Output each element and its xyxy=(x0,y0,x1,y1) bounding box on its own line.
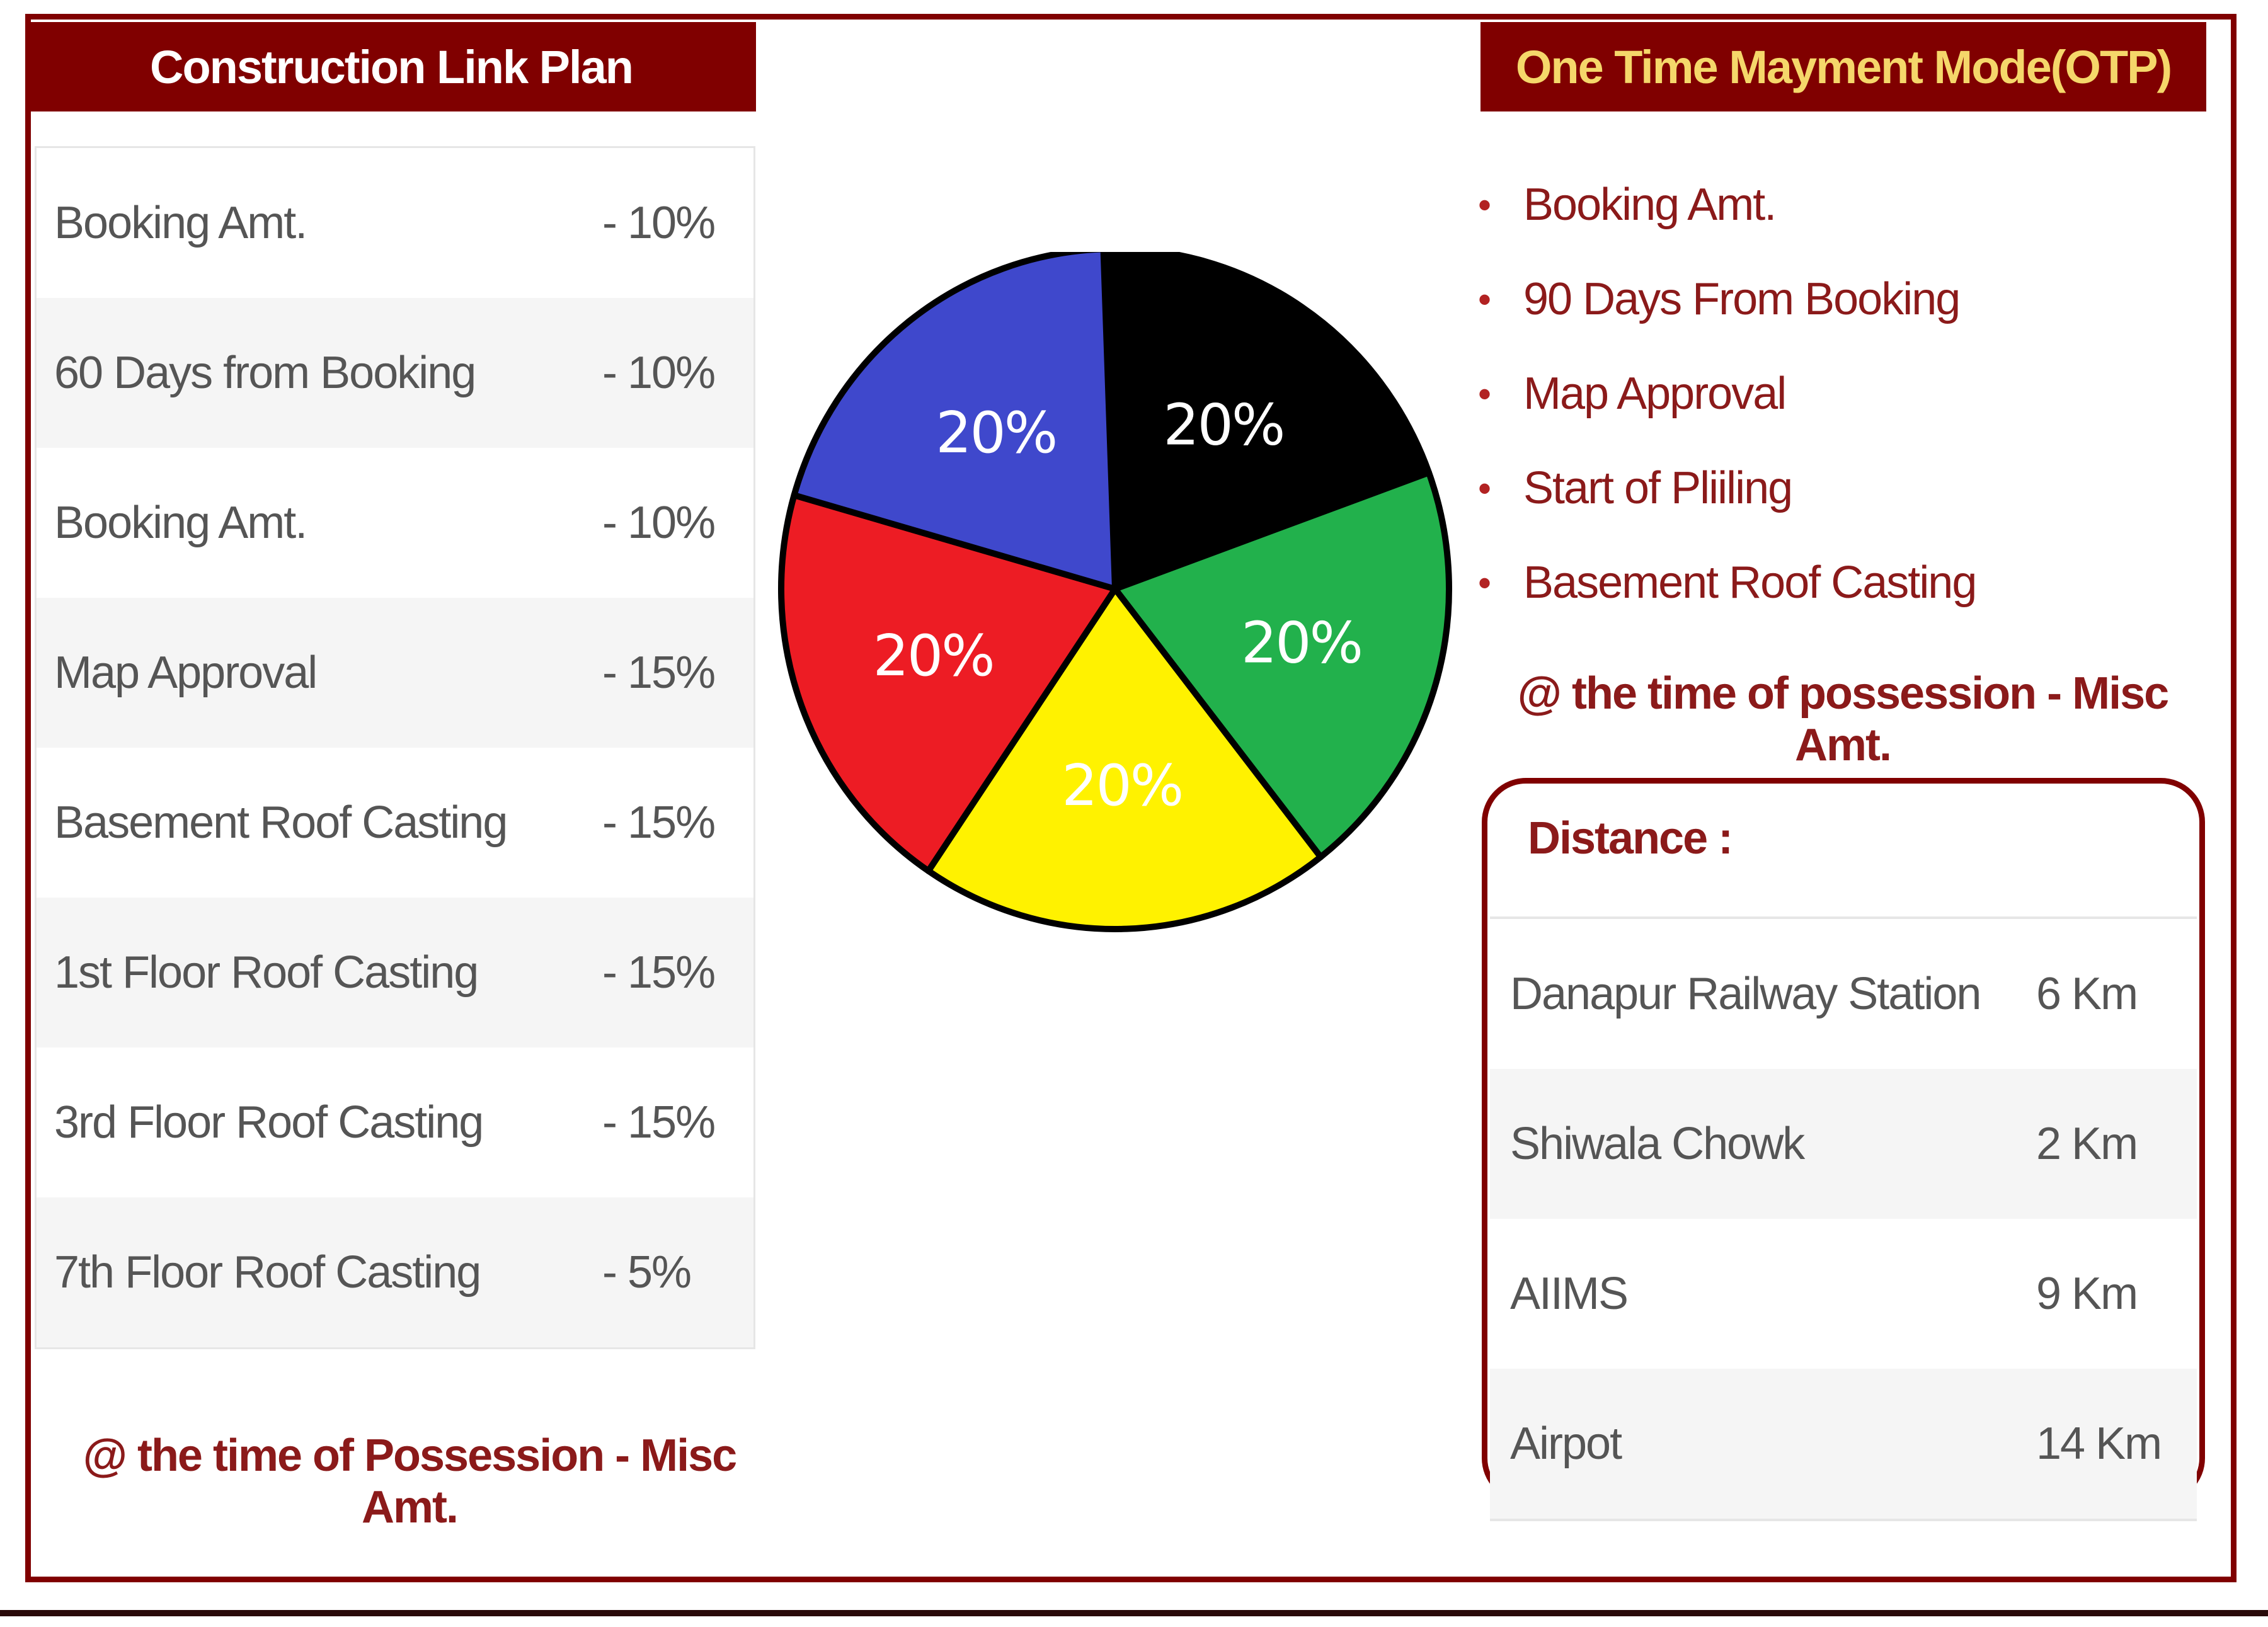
distance-place: Airpot xyxy=(1510,1419,1622,1469)
otp-list: • Booking Amt. • 90 Days From Booking • Map A… xyxy=(1474,157,2199,630)
bullet-icon: • xyxy=(1478,183,1491,226)
list-item: • Map Approval xyxy=(1474,346,2199,441)
list-item: • Start of Pliiling xyxy=(1474,441,2199,535)
table-row: Danapur Railway Station 6 Km xyxy=(1490,919,2197,1069)
pie-slice-label: 20% xyxy=(1062,753,1182,819)
pie-slice-label: 20% xyxy=(873,623,994,689)
pie-slice xyxy=(925,586,1324,932)
pie-slice xyxy=(1112,469,1453,860)
plan-stage-label: Booking Amt. xyxy=(54,498,307,548)
pie-slice xyxy=(778,492,1118,874)
table-row: Basement Roof Casting - 15% xyxy=(37,748,753,898)
possession-note-right: @ the time of possession - Misc Amt. xyxy=(1517,668,2169,770)
table-row: AIIMS 9 Km xyxy=(1490,1219,2197,1369)
bullet-icon: • xyxy=(1478,278,1491,321)
otp-title: One Time Mayment Mode(OTP) xyxy=(1515,40,2172,93)
table-row: Shiwala Chowk 2 Km xyxy=(1490,1069,2197,1219)
payment-pie-chart: 20% 20% 20% 20% 20% xyxy=(778,252,1453,932)
table-row: Booking Amt. - 10% xyxy=(37,148,753,298)
bullet-icon: • xyxy=(1478,467,1491,510)
list-item: • Booking Amt. xyxy=(1474,157,2199,252)
distance-table: Danapur Railway Station 6 Km Shiwala Chowk… xyxy=(1490,916,2197,1521)
plan-stage-label: Map Approval xyxy=(54,648,318,698)
distance-place: Danapur Railway Station xyxy=(1510,969,1981,1019)
distance-km: 9 Km xyxy=(2036,1269,2138,1319)
distance-place: Shiwala Chowk xyxy=(1510,1119,1805,1169)
plan-stage-label: 3rd Floor Roof Casting xyxy=(54,1097,484,1148)
pie-slice xyxy=(791,252,1118,592)
table-row: 3rd Floor Roof Casting - 15% xyxy=(37,1048,753,1197)
distance-title: Distance : xyxy=(1528,813,1733,864)
plan-stage-percent: - 15% xyxy=(602,797,716,848)
distance-km: 14 Km xyxy=(2036,1419,2162,1469)
bullet-icon: • xyxy=(1478,561,1491,604)
otp-item-label: Map Approval xyxy=(1523,368,1787,419)
table-row: Map Approval - 15% xyxy=(37,598,753,748)
construction-plan-table: Booking Amt. - 10% 60 Days from Booking - 1… xyxy=(35,146,755,1349)
distance-place: AIIMS xyxy=(1510,1269,1629,1319)
otp-item-label: 90 Days From Booking xyxy=(1523,274,1961,324)
construction-plan-header: Construction Link Plan xyxy=(26,22,756,111)
table-row: Airpot 14 Km xyxy=(1490,1369,2197,1519)
list-item: • Basement Roof Casting xyxy=(1474,535,2199,630)
table-row: Booking Amt. - 10% xyxy=(37,448,753,598)
plan-stage-percent: - 5% xyxy=(602,1247,692,1298)
otp-item-label: Basement Roof Casting xyxy=(1523,557,1977,608)
pie-slice-label: 20% xyxy=(1163,392,1283,458)
pie-slice xyxy=(1100,252,1433,592)
plan-stage-percent: - 15% xyxy=(602,947,716,998)
bottom-divider xyxy=(0,1610,2268,1616)
plan-stage-percent: - 15% xyxy=(602,648,716,698)
possession-note-left: @ the time of Possession - Misc Amt. xyxy=(83,1430,737,1533)
pie-slice-label: 20% xyxy=(1241,610,1361,676)
table-row: 1st Floor Roof Casting - 15% xyxy=(37,898,753,1048)
distance-km: 2 Km xyxy=(2036,1119,2138,1169)
plan-stage-percent: - 10% xyxy=(602,348,716,398)
plan-stage-label: 7th Floor Roof Casting xyxy=(54,1247,481,1298)
plan-stage-label: 1st Floor Roof Casting xyxy=(54,947,479,998)
plan-stage-label: Booking Amt. xyxy=(54,198,307,248)
otp-header: One Time Mayment Mode(OTP) xyxy=(1480,22,2206,111)
table-row: 7th Floor Roof Casting - 5% xyxy=(37,1197,753,1347)
list-item: • 90 Days From Booking xyxy=(1474,252,2199,346)
table-row: 60 Days from Booking - 10% xyxy=(37,298,753,448)
plan-stage-percent: - 15% xyxy=(602,1097,716,1148)
plan-stage-label: Basement Roof Casting xyxy=(54,797,508,848)
otp-item-label: Start of Pliiling xyxy=(1523,463,1793,513)
plan-stage-percent: - 10% xyxy=(602,498,716,548)
bullet-icon: • xyxy=(1478,372,1491,415)
plan-stage-label: 60 Days from Booking xyxy=(54,348,476,398)
pie-slice-label: 20% xyxy=(936,400,1056,466)
plan-stage-percent: - 10% xyxy=(602,198,716,248)
construction-plan-title: Construction Link Plan xyxy=(150,40,634,93)
distance-km: 6 Km xyxy=(2036,969,2138,1019)
otp-item-label: Booking Amt. xyxy=(1523,180,1777,230)
